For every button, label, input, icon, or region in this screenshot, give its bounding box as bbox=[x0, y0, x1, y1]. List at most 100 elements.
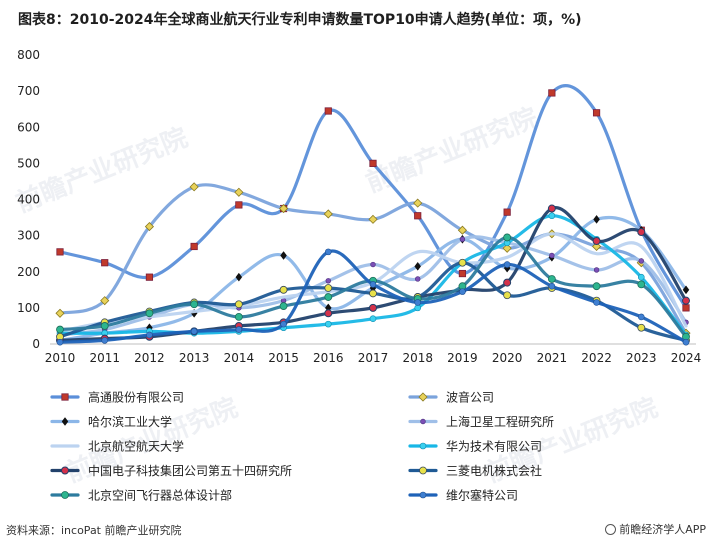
series-1-point bbox=[324, 107, 332, 115]
x-tick-label: 2018 bbox=[402, 351, 433, 365]
series-8-point bbox=[458, 258, 467, 267]
series-2-point bbox=[144, 222, 154, 232]
series-10-point bbox=[548, 282, 556, 290]
legend-label: 维尔塞特公司 bbox=[446, 488, 518, 503]
chart-title: 图表8：2010-2024年全球商业航天行业专利申请数量TOP10申请人趋势(单… bbox=[18, 12, 582, 28]
series-9-point bbox=[100, 322, 109, 330]
series-10-point bbox=[280, 320, 287, 328]
series-7-point bbox=[682, 296, 690, 305]
brand-logo-icon bbox=[605, 524, 617, 535]
legend-label: 哈尔滨工业大学 bbox=[88, 414, 172, 429]
legend-label: 高通股份有限公司 bbox=[88, 390, 184, 405]
series-8-point bbox=[324, 284, 333, 292]
legend-item: 上海卫星工程研究所 bbox=[408, 414, 554, 429]
legend-label: 北京航空航天大学 bbox=[88, 439, 184, 454]
series-1-point bbox=[458, 269, 467, 278]
legend-item: 维尔塞特公司 bbox=[408, 488, 518, 503]
legend-marker bbox=[61, 393, 69, 401]
legend-marker bbox=[419, 466, 427, 475]
x-tick-label: 2015 bbox=[268, 351, 299, 365]
series-10-point bbox=[101, 337, 109, 344]
y-tick-label: 700 bbox=[17, 84, 40, 98]
x-tick-label: 2010 bbox=[45, 351, 76, 365]
series-10-point bbox=[682, 338, 690, 346]
series-4-point bbox=[549, 252, 555, 259]
series-10-group bbox=[56, 248, 690, 346]
series-8-point bbox=[369, 289, 377, 298]
series-10-point bbox=[324, 248, 332, 256]
legend-item: 三菱电机株式会社 bbox=[408, 463, 542, 478]
series-7-point bbox=[369, 303, 377, 312]
series-3-point bbox=[593, 214, 600, 224]
series-9-point bbox=[279, 302, 288, 310]
legend-label: 三菱电机株式会社 bbox=[446, 463, 542, 478]
series-6-point bbox=[414, 304, 422, 312]
x-tick-label: 2020 bbox=[492, 351, 523, 365]
series-1-point bbox=[145, 273, 154, 281]
series-9-point bbox=[592, 282, 601, 291]
y-tick-label: 100 bbox=[17, 301, 40, 315]
series-4-point bbox=[638, 258, 644, 264]
y-tick-label: 0 bbox=[32, 337, 40, 351]
series-9-point bbox=[637, 280, 646, 289]
series-10-point bbox=[503, 261, 511, 268]
legend-label: 华为技术有限公司 bbox=[446, 440, 542, 454]
series-6-point bbox=[369, 315, 377, 323]
series-1-point bbox=[369, 159, 377, 167]
legend-marker bbox=[61, 417, 69, 426]
series-2-point bbox=[502, 243, 512, 253]
x-tick-label: 2022 bbox=[581, 351, 612, 365]
series-2-group bbox=[55, 182, 691, 338]
series-8-point bbox=[279, 285, 288, 294]
series-9-point bbox=[547, 275, 556, 283]
series-7-point bbox=[503, 278, 512, 287]
series-2-point bbox=[100, 296, 110, 306]
series-9-point bbox=[324, 293, 333, 301]
y-tick-label: 500 bbox=[17, 156, 40, 170]
y-tick-label: 300 bbox=[17, 229, 40, 243]
x-tick-label: 2014 bbox=[224, 351, 255, 365]
legend-marker bbox=[419, 442, 427, 450]
series-1-point bbox=[503, 208, 511, 216]
series-2-point bbox=[55, 308, 65, 318]
legend-label: 北京空间飞行器总体设计部 bbox=[88, 488, 232, 503]
x-tick-label: 2012 bbox=[134, 351, 165, 365]
series-4-point bbox=[459, 236, 466, 242]
series-7-point bbox=[637, 228, 646, 237]
series-2-point bbox=[323, 209, 333, 219]
x-tick-label: 2013 bbox=[179, 351, 210, 365]
legend-item: 华为技术有限公司 bbox=[408, 440, 542, 454]
series-8-point bbox=[637, 323, 646, 332]
legend-item: 波音公司 bbox=[408, 390, 494, 405]
series-10-point bbox=[146, 331, 153, 339]
legend-label: 中国电子科技集团公司第五十四研究所 bbox=[88, 463, 292, 478]
series-9-point bbox=[56, 325, 64, 334]
series-3-point bbox=[682, 285, 690, 295]
x-tick-label: 2023 bbox=[626, 351, 657, 365]
series-10-point bbox=[414, 299, 422, 306]
series-7-point bbox=[547, 204, 556, 213]
series-9-point bbox=[503, 233, 512, 242]
series-1-point bbox=[548, 89, 556, 97]
legend-item: 高通股份有限公司 bbox=[50, 390, 184, 405]
series-7-point bbox=[592, 237, 601, 246]
series-9-point bbox=[190, 300, 199, 309]
series-8-point bbox=[503, 291, 512, 300]
series-10-point bbox=[459, 288, 466, 295]
series-6-point bbox=[637, 273, 645, 281]
series-4-point bbox=[593, 267, 600, 273]
series-1-point bbox=[56, 248, 64, 256]
series-3-point bbox=[280, 251, 287, 260]
y-tick-label: 200 bbox=[17, 265, 40, 279]
series-9-point bbox=[234, 313, 243, 321]
brand-label: 前瞻经济学人APP bbox=[605, 521, 706, 537]
series-1-point bbox=[101, 259, 109, 267]
y-tick-label: 400 bbox=[17, 193, 40, 207]
legend-label: 波音公司 bbox=[446, 390, 494, 405]
legend-label: 上海卫星工程研究所 bbox=[446, 414, 554, 429]
legend-item: 中国电子科技集团公司第五十四研究所 bbox=[50, 463, 292, 478]
legend-marker bbox=[418, 392, 428, 402]
series-2-point bbox=[234, 187, 244, 197]
x-tick-label: 2011 bbox=[89, 351, 120, 365]
